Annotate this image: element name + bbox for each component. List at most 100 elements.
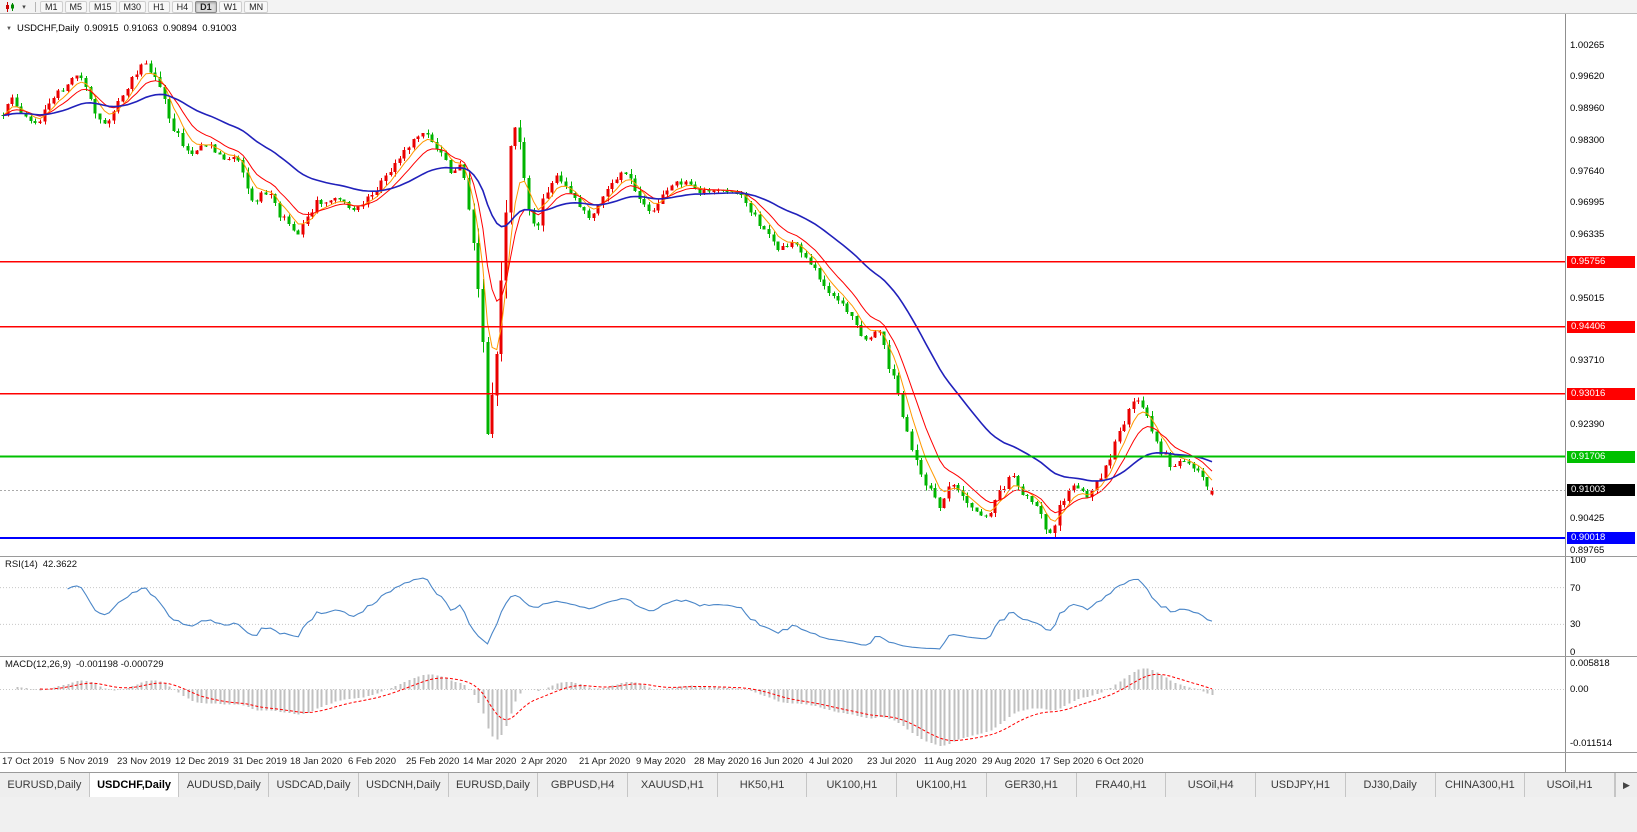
date-axis-label: 21 Apr 2020 [579,756,631,767]
price-axis-tick: 0.98960 [1570,103,1605,114]
date-axis-label: 23 Nov 2019 [117,756,171,767]
rsi-axis-tick: 30 [1570,619,1581,630]
tab-eurusd-daily[interactable]: EURUSD,Daily [0,773,90,797]
date-axis-label: 28 May 2020 [694,756,749,767]
rsi-label-text: RSI(14) [5,559,38,570]
price-axis-tick: 0.89765 [1570,545,1605,556]
price-axis-tick: 0.90425 [1570,513,1605,524]
price-axis-tick: 0.99620 [1570,71,1605,82]
timeframe-button-h4[interactable]: H4 [171,0,194,13]
price-axis-tick: 0.96335 [1570,229,1605,240]
toolbar-separator [35,1,36,12]
timeframe-button-m30[interactable]: M30 [118,0,147,13]
macd-indicator-label: MACD(12,26,9) -0.001198 -0.000729 [5,659,164,670]
price-level-badge: 0.90018 [1567,532,1635,544]
tab-usoil-h1[interactable]: USOil,H1 [1525,773,1615,797]
timeframe-button-mn[interactable]: MN [244,0,269,13]
macd-histogram [16,668,1214,746]
tab-fra40-h1[interactable]: FRA40,H1 [1076,773,1167,797]
macd-signal-line [39,673,1213,742]
timeframe-button-m15[interactable]: M15 [89,0,117,13]
candlestick-series [1,60,1214,539]
top-toolbar: ▾ M1 M5 M15 M30 H1 H4 D1 W1 MN [0,0,1637,14]
tab-audusd-daily[interactable]: AUDUSD,Daily [179,773,270,797]
tab-gbpusd-h4[interactable]: GBPUSD,H4 [538,773,629,797]
macd-label-text: MACD(12,26,9) [5,659,71,670]
timeframe-button-d1[interactable]: D1 [195,0,217,13]
tab-uk100-h1[interactable]: UK100,H1 [897,773,987,797]
price-scale: 1.00265 0.99620 0.98960 0.98300 0.97640 0.969… [1565,14,1637,772]
rsi-axis-tick: 70 [1570,583,1581,594]
tab-china300-h1[interactable]: CHINA300,H1 [1435,773,1526,797]
quote-low: 0.90894 [162,23,198,34]
tab-usdcad-daily[interactable]: USDCAD,Daily [269,773,359,797]
chart-area: ▼ USDCHF,Daily 0.90915 0.91063 0.90894 0… [0,14,1637,772]
price-axis-tick: 0.93710 [1570,355,1605,366]
tab-hk50-h1[interactable]: HK50,H1 [717,773,808,797]
date-axis-label: 31 Dec 2019 [233,756,287,767]
time-axis-separator [0,752,1637,753]
quote-symbol: USDCHF,Daily [16,23,80,34]
tab-usdcnh-daily[interactable]: USDCNH,Daily [358,773,449,797]
timeframe-button-m5[interactable]: M5 [64,0,88,13]
price-level-badge: 0.94406 [1567,321,1635,333]
ma-slow-line [2,93,1213,482]
date-axis-label: 18 Jan 2020 [290,756,343,767]
timeframe-button-h1[interactable]: H1 [148,0,170,13]
date-axis-label: 25 Feb 2020 [406,756,460,767]
date-axis-label: 2 Apr 2020 [521,756,567,767]
tab-usdchf-daily[interactable]: USDCHF,Daily [89,773,180,797]
date-axis-label: 6 Feb 2020 [348,756,397,767]
date-axis-label: 16 Jun 2020 [751,756,804,767]
rsi-axis-tick: 100 [1570,555,1586,566]
price-axis-tick: 0.97640 [1570,166,1605,177]
tab-usdjpy-h1[interactable]: USDJPY,H1 [1256,773,1346,797]
date-axis-label: 11 Aug 2020 [924,756,977,767]
tab-xauusd-h1[interactable]: XAUUSD,H1 [628,773,718,797]
date-axis-label: 14 Mar 2020 [463,756,517,767]
tab-uk100-h1[interactable]: UK100,H1 [807,773,898,797]
price-axis-tick: 1.00265 [1570,40,1605,51]
date-axis-label: 6 Oct 2020 [1097,756,1144,767]
price-chart-canvas[interactable] [0,14,1565,772]
rsi-indicator-label: RSI(14) 42.3622 [5,559,77,570]
date-axis-label: 5 Nov 2019 [60,756,109,767]
tab-scroll-right-button[interactable]: ▶ [1614,773,1637,797]
date-axis-label: 17 Sep 2020 [1040,756,1094,767]
tab-ger30-h1[interactable]: GER30,H1 [986,773,1077,797]
collapse-triangle-icon[interactable]: ▼ [6,25,12,32]
macd-values: -0.001198 -0.000729 [76,659,164,670]
chart-quote-line: ▼ USDCHF,Daily 0.90915 0.91063 0.90894 0… [6,23,237,34]
panel-separator[interactable] [0,656,1637,657]
timeframe-button-w1[interactable]: W1 [218,0,243,13]
rsi-axis-tick: 0 [1570,647,1576,658]
chart-dropdown-arrow-icon[interactable]: ▾ [22,3,26,11]
chart-tabs-bar: EURUSD,Daily USDCHF,Daily AUDUSD,Daily USDC… [0,772,1637,797]
quote-close: 0.91003 [202,23,237,34]
tab-dj30-daily[interactable]: DJ30,Daily [1345,773,1436,797]
current-price-badge: 0.91003 [1567,484,1635,496]
date-axis-label: 23 Jul 2020 [867,756,917,767]
candlestick-chart-icon[interactable] [3,1,17,13]
ma-mid-line [2,80,1213,514]
quote-high: 0.91063 [123,23,158,34]
tab-eurusd-daily[interactable]: EURUSD,Daily [448,773,539,797]
price-level-badge: 0.93016 [1567,388,1635,400]
price-axis-tick: 0.95015 [1570,293,1605,304]
date-axis-label: 29 Aug 2020 [982,756,1036,767]
price-axis-tick: 0.98300 [1570,135,1605,146]
price-level-badge: 0.91706 [1567,451,1635,463]
quote-open: 0.90915 [84,23,119,34]
rsi-value: 42.3622 [42,559,78,570]
ma-fast-line [2,72,1213,522]
macd-axis-max: 0.005818 [1570,658,1610,669]
tab-usoil-h4[interactable]: USOil,H4 [1166,773,1257,797]
timeframe-button-m1[interactable]: M1 [40,0,63,13]
timeframe-button-group: M1 M5 M15 M30 H1 H4 D1 W1 MN [40,0,269,13]
panel-separator[interactable] [0,556,1637,557]
date-axis-label: 9 May 2020 [636,756,686,767]
bottom-filler [0,797,1637,832]
date-axis-label: 4 Jul 2020 [809,756,853,767]
price-level-badge: 0.95756 [1567,256,1635,268]
